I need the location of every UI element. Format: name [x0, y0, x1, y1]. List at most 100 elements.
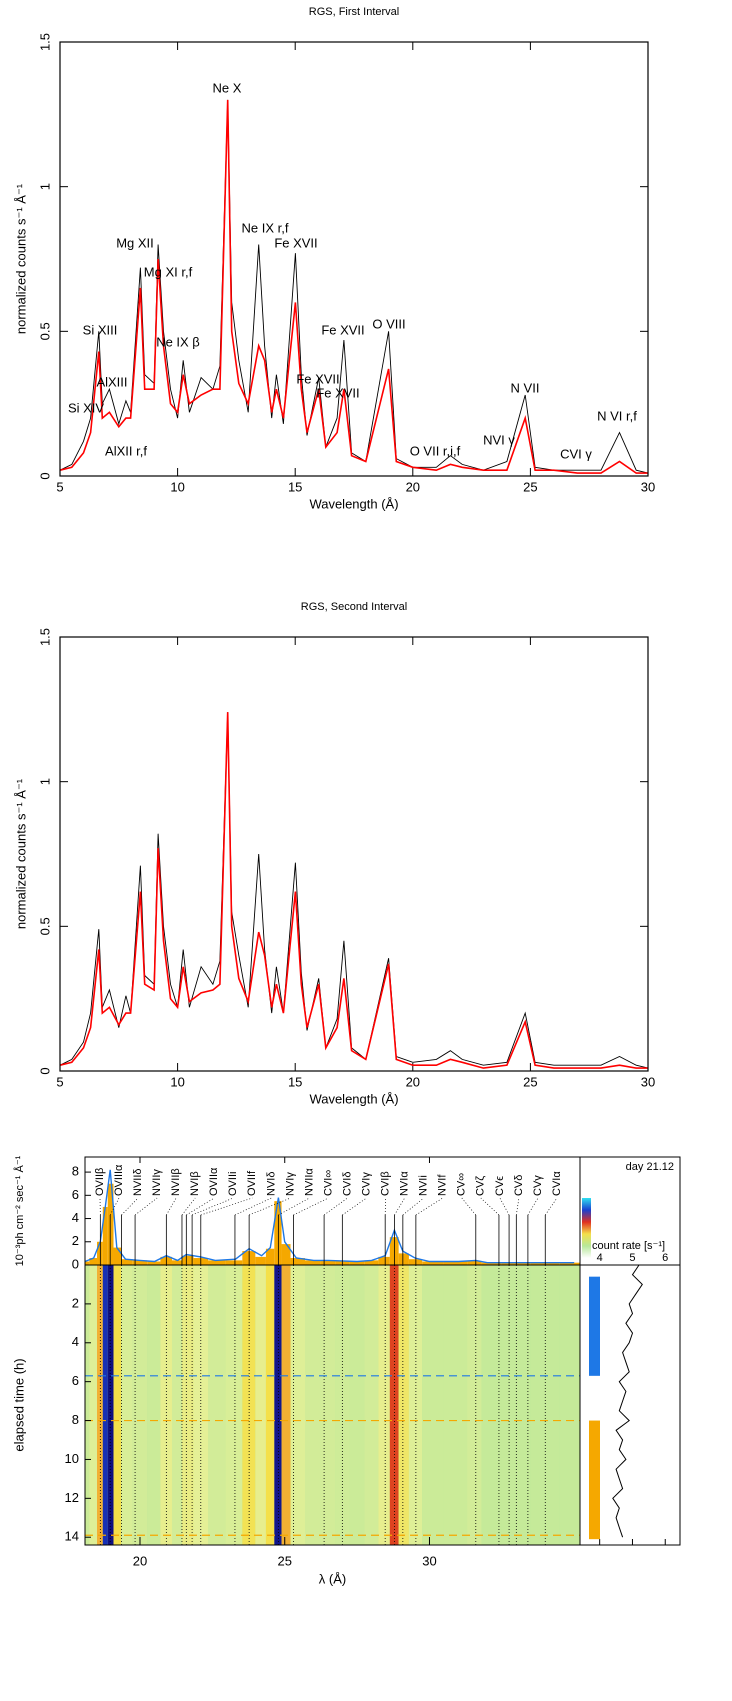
line-connector [293, 1197, 329, 1216]
line-connector [134, 1197, 158, 1216]
spectrum-bar [121, 1259, 133, 1265]
line-connector [181, 1197, 196, 1216]
line-label: NVIα [399, 1171, 411, 1196]
line-label: OVIIi [227, 1172, 239, 1196]
map-column [408, 1265, 423, 1545]
line-annotation: O VIII [372, 316, 405, 331]
time-tick-label: 14 [65, 1529, 79, 1544]
spectrum-bar [107, 1183, 114, 1265]
map-column [281, 1265, 291, 1545]
map-column [349, 1265, 365, 1545]
map-column [320, 1265, 336, 1545]
line-connector [527, 1197, 539, 1216]
x-axis-label: λ (Å) [319, 1571, 346, 1586]
line-annotation: AlXIII [96, 374, 127, 389]
map-column [501, 1265, 531, 1545]
x-tick-label: 5 [56, 1074, 63, 1089]
map-column [193, 1265, 209, 1545]
map-column [274, 1265, 282, 1545]
line-connector [402, 1197, 424, 1216]
y-axis-label: normalized counts s⁻¹ Å⁻¹ [13, 778, 28, 929]
map-column [102, 1265, 108, 1545]
map-column [481, 1265, 502, 1545]
line-annotation: Ne IX r,f [242, 220, 289, 235]
map-column [181, 1265, 194, 1545]
spectrum-bar [305, 1260, 321, 1265]
line-annotation: Ne IX β [156, 334, 200, 349]
map-column [97, 1265, 103, 1545]
y-tick-label: 8 [72, 1164, 79, 1179]
map-column [305, 1265, 321, 1545]
line-label: NVIIα [303, 1168, 315, 1196]
time-tick-label: 0 [72, 1256, 79, 1271]
spectrum-bar [171, 1260, 182, 1265]
time-axis-label: elapsed time (h) [11, 1358, 26, 1451]
line-connector [166, 1197, 177, 1216]
line-connector [323, 1197, 348, 1216]
spectrum-bar [132, 1260, 148, 1265]
spectrum-bar [290, 1258, 305, 1265]
map-column [378, 1265, 390, 1545]
map-column [255, 1265, 266, 1545]
line-label: CVIα [551, 1171, 563, 1196]
plot-frame [59, 636, 649, 1072]
map-column [559, 1265, 580, 1545]
light-curve [612, 1264, 643, 1538]
line-annotation: N VII [511, 380, 540, 395]
x-tick-label: 25 [523, 1074, 537, 1089]
map-column [290, 1265, 305, 1545]
line-annotation: Mg XII [116, 235, 154, 250]
map-column [89, 1265, 98, 1545]
line-label: NVIi [418, 1175, 430, 1196]
line-annotation: Si XIV [68, 400, 104, 415]
line-label: CVϵ [494, 1176, 506, 1196]
spectrum-bar [398, 1253, 409, 1265]
line-label: CV∞ [456, 1173, 468, 1196]
spectrum-bar [320, 1260, 336, 1265]
x-tick-label: 15 [288, 479, 302, 494]
line-label: OVIIf [246, 1170, 258, 1196]
line-label: OVIIIα [113, 1164, 125, 1196]
spectrum-line [59, 99, 648, 474]
map-column [389, 1265, 399, 1545]
map-column [147, 1265, 161, 1545]
y-tick-label: 4 [72, 1210, 79, 1225]
interval-bar [589, 1420, 600, 1540]
y-tick-label: 1 [37, 183, 52, 190]
spectrum-bar [349, 1261, 365, 1265]
y-tick-label: 6 [72, 1187, 79, 1202]
spectrum-bar [208, 1260, 226, 1265]
line-annotation: Ne X [213, 80, 242, 95]
time-tick-label: 6 [72, 1373, 79, 1388]
line-annotation: Si XIII [83, 322, 118, 337]
line-connector [394, 1197, 405, 1216]
spectrum-bar [422, 1261, 444, 1265]
y-tick-label: 1.5 [37, 33, 52, 51]
spectrum-bar [364, 1260, 379, 1265]
line-annotation: Fe XVII [321, 322, 364, 337]
line-label: NVIIβ [170, 1168, 182, 1196]
line-connector [544, 1197, 558, 1216]
spectrum-bar [378, 1256, 390, 1265]
spectrum-line [59, 712, 649, 1069]
line-label: CVIβ [380, 1171, 392, 1196]
map-column [225, 1265, 243, 1545]
x-tick-label: 20 [133, 1553, 147, 1568]
spectrum-bar [225, 1260, 243, 1265]
y-tick-label: 0.5 [37, 917, 52, 935]
map-column [364, 1265, 379, 1545]
y-tick-label: 2 [72, 1233, 79, 1248]
line-annotation: CVI γ [560, 446, 592, 461]
line-connector [109, 1197, 120, 1216]
x-tick-label: 25 [523, 479, 537, 494]
map-column [113, 1265, 122, 1545]
line-annotation: Fe XVII [274, 235, 317, 250]
spectrum-bar [102, 1206, 108, 1265]
line-label: NVIδ [265, 1172, 277, 1196]
map-column [467, 1265, 482, 1545]
line-label: NVIβ [189, 1171, 201, 1196]
x-tick-label: 20 [406, 1074, 420, 1089]
time-tick-label: 4 [72, 1334, 79, 1349]
spectrum-bar [265, 1248, 275, 1265]
y-tick-label: 0 [37, 472, 52, 479]
